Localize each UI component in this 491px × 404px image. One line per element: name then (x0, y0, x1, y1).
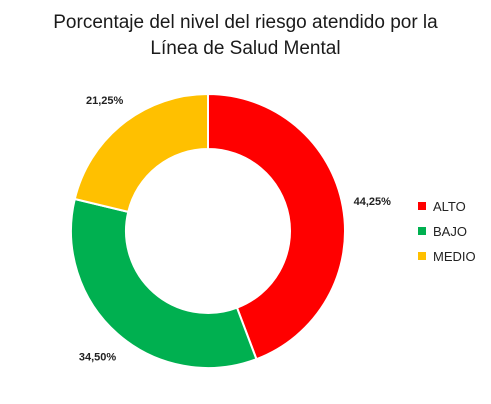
chart-title: Porcentaje del nivel del riesgo atendido… (0, 10, 491, 62)
legend-item-bajo: BAJO (418, 222, 488, 240)
donut-data-labels: 44,25% 34,50% 21,25% (79, 95, 391, 363)
data-label-medio: 21,25% (86, 95, 124, 107)
donut-slice-medio (73, 92, 209, 214)
legend-swatch-medio (418, 252, 426, 260)
legend-swatch-bajo (418, 227, 426, 235)
donut-slices (70, 92, 346, 369)
legend-item-medio: MEDIO (418, 247, 488, 265)
data-label-bajo: 34,50% (79, 351, 117, 363)
chart-title-line-2: Línea de Salud Mental (150, 38, 341, 59)
data-label-alto: 44,25% (354, 196, 392, 208)
chart-title-line-1: Porcentaje del nivel del riesgo atendido… (53, 12, 438, 33)
legend: ALTO BAJO MEDIO (418, 197, 488, 272)
legend-label-alto: ALTO (433, 198, 466, 214)
donut-slice-alto (207, 92, 346, 361)
donut-slice-bajo (70, 197, 258, 369)
legend-item-alto: ALTO (418, 197, 488, 215)
legend-label-bajo: BAJO (433, 223, 467, 239)
legend-label-medio: MEDIO (433, 248, 476, 264)
legend-swatch-alto (418, 202, 426, 210)
